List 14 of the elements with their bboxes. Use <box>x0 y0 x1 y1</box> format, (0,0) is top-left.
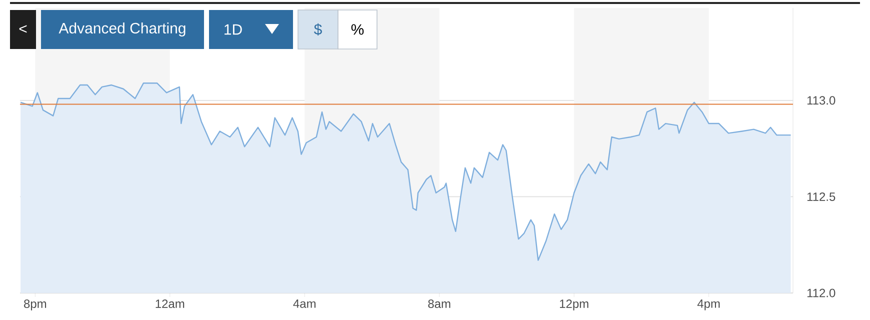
annotation: $ <box>314 23 322 36</box>
annotation: % <box>351 24 364 35</box>
annotation: < <box>19 25 27 33</box>
x-tick-label: 12pm <box>560 300 588 310</box>
x-tick-label: 12am <box>156 300 184 308</box>
y-tick-label: 113.0 <box>807 96 836 105</box>
y-tick-label: 112.0 <box>807 288 836 298</box>
x-tick-label: 8am <box>428 300 450 308</box>
annotation: 1D <box>224 24 242 35</box>
y-tick-label: 112.5 <box>807 192 836 201</box>
x-tick-label: 8pm <box>24 300 46 310</box>
x-tick-label: 4pm <box>697 300 720 310</box>
annotation: Advanced Charting <box>58 22 186 36</box>
x-tick-label: 4am <box>293 300 316 308</box>
